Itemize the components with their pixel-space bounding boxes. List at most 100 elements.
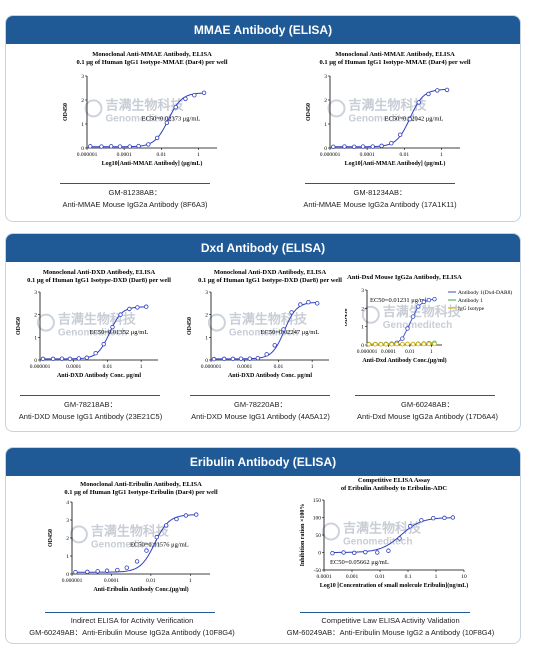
y-axis-label: OD450 bbox=[48, 529, 54, 547]
chart-subtitle: 0.1 μg of Human IgG1 Isotype-MMAE (Dar4)… bbox=[319, 59, 470, 66]
x-tick-label: 0.0001 bbox=[360, 152, 375, 158]
y-tick-label: 0 bbox=[205, 358, 208, 364]
caption-gm-60249ab-competitive: Competitive Law ELISA Activity Validatio… bbox=[268, 616, 513, 638]
x-axis-label: Log10[Anti-MMAE Antibody] (μg/mL) bbox=[345, 160, 446, 167]
x-axis-label: Log10 [Concentration of small molecule E… bbox=[320, 582, 469, 589]
y-axis-label: OD450 bbox=[345, 309, 349, 327]
ec50-annotation: EC50=0.01576 μg/mL bbox=[130, 542, 189, 549]
data-point bbox=[341, 550, 346, 555]
x-tick-label: 0.0001 bbox=[237, 364, 252, 370]
ec50-annotation: EC50=0.02247 μg/mL bbox=[261, 329, 320, 336]
y-tick-label: 2 bbox=[361, 306, 364, 312]
data-point bbox=[127, 306, 132, 312]
x-tick-label: 0.0001 bbox=[66, 364, 81, 370]
data-point bbox=[115, 567, 120, 573]
watermark-cn: 吉满生物科技 bbox=[106, 97, 185, 113]
watermark-cn: 吉满生物科技 bbox=[229, 312, 308, 328]
legend-label: Antibody 1(Dxd-DAR8) bbox=[458, 289, 512, 296]
data-point bbox=[421, 299, 426, 305]
x-tick-label: 0.000001 bbox=[62, 578, 83, 584]
data-point bbox=[366, 342, 372, 347]
x-tick-label: 0.01 bbox=[405, 349, 415, 355]
y-tick-label: 150 bbox=[313, 498, 322, 504]
x-tick-label: 0.0001 bbox=[117, 152, 132, 158]
data-point bbox=[110, 324, 115, 330]
caption-desc: Anti-MMAE Mouse IgG2a Antibody (17A1K11) bbox=[303, 200, 457, 209]
watermark-en: Genomeditech bbox=[229, 328, 298, 339]
ec50-annotation: EC50=0.05662 μg/mL bbox=[330, 559, 389, 566]
data-point bbox=[118, 312, 123, 317]
data-point bbox=[144, 548, 149, 553]
chart-subtitle: 0.1 μg of Human IgG1 Isotype-DXD (Dar8) … bbox=[27, 277, 171, 284]
data-point bbox=[194, 512, 199, 517]
y-tick-label: 3 bbox=[66, 518, 69, 524]
data-point bbox=[431, 516, 436, 521]
eribulin-panel: Eribulin Antibody (ELISA) bbox=[5, 447, 521, 644]
chart-title: Monoclonal Anti-Eribulin Antibody, ELISA bbox=[80, 481, 202, 488]
x-axis-label: Anti-Eribulin Antibody Conc.(μg/ml) bbox=[93, 586, 188, 593]
data-point bbox=[221, 356, 227, 362]
data-point bbox=[108, 144, 114, 149]
chart-eribulin-10f8g4: 吉满生物科技 Genomeditech Monoclonal Anti-Eribul… bbox=[40, 478, 225, 608]
ec50-annotation: EC50=0.01352 μg/mL bbox=[90, 329, 149, 336]
watermark-logo bbox=[322, 522, 340, 541]
data-point bbox=[432, 341, 437, 347]
data-point bbox=[370, 144, 375, 149]
y-tick-label: 0 bbox=[81, 146, 84, 152]
data-point bbox=[67, 356, 73, 362]
chart-title: Anti-Dxd Mouse IgG2a Antibody, ELISA bbox=[347, 274, 462, 281]
watermark-cn: 吉满生物科技 bbox=[91, 523, 170, 539]
data-point bbox=[306, 300, 311, 305]
data-point bbox=[363, 549, 368, 555]
data-point bbox=[444, 87, 450, 93]
watermark-en: Genomeditech bbox=[91, 539, 160, 550]
caption-code: GM-81238AB： bbox=[108, 188, 162, 197]
y-tick-label: 3 bbox=[361, 288, 364, 294]
data-point bbox=[352, 550, 357, 556]
x-axis-label: Anti-DXD Antibody Conc. μg/ml bbox=[57, 373, 141, 379]
y-tick-label: 1 bbox=[205, 335, 208, 341]
caption-rule bbox=[20, 395, 160, 396]
x-tick-label: 1 bbox=[440, 152, 443, 158]
chart-dxd-23e21c5: 吉满生物科技 Genomeditech Monoclonal Anti-DXD An… bbox=[14, 266, 174, 391]
data-point bbox=[59, 356, 65, 361]
data-point bbox=[255, 355, 261, 361]
x-tick-label: 0.0001 bbox=[316, 574, 331, 580]
ec50-annotation: EC50=0.02042 μg/mL bbox=[385, 116, 444, 123]
data-point bbox=[230, 356, 236, 362]
data-point bbox=[410, 341, 416, 347]
caption-rule bbox=[45, 612, 215, 613]
chart-subtitle: 0.1 μg of Human IgG1 Isotype-DXD (Dar8) … bbox=[198, 277, 342, 284]
data-point bbox=[146, 142, 151, 147]
data-point bbox=[183, 96, 188, 101]
watermark-en: Genomeditech bbox=[343, 537, 412, 548]
x-tick-label: 0.01 bbox=[146, 578, 156, 584]
caption-rule bbox=[355, 395, 495, 396]
chart-subtitle: 0.1 μg of Human IgG1 Isotype-MMAE (Dar4)… bbox=[76, 59, 227, 66]
data-point bbox=[410, 314, 416, 319]
x-tick-label: 1 bbox=[189, 578, 192, 584]
data-point bbox=[50, 356, 56, 362]
y-tick-label: 0 bbox=[66, 572, 69, 578]
caption-rule bbox=[190, 395, 330, 396]
x-tick-label: 1 bbox=[435, 574, 438, 580]
data-point bbox=[397, 536, 402, 541]
data-point bbox=[419, 518, 424, 523]
data-point bbox=[84, 355, 90, 360]
y-axis-label: OD450 bbox=[306, 103, 312, 121]
y-tick-label: 1 bbox=[81, 122, 84, 128]
y-axis-label: OD450 bbox=[63, 103, 69, 121]
data-point bbox=[432, 296, 437, 302]
watermark-en: Genomeditech bbox=[383, 320, 452, 331]
data-point bbox=[405, 341, 410, 347]
watermark-cn: 吉满生物科技 bbox=[349, 97, 428, 113]
y-tick-label: 50 bbox=[316, 533, 322, 539]
caption-method: Competitive Law ELISA Activity Validatio… bbox=[321, 616, 460, 625]
watermark-cn: 吉满生物科技 bbox=[58, 312, 137, 328]
caption-gm-60248ab: GM-60248AB： Anti-Dxd Mouse IgG2a Antibod… bbox=[345, 399, 510, 421]
data-point bbox=[201, 90, 207, 95]
x-tick-label: 0.01 bbox=[156, 152, 166, 158]
data-point bbox=[135, 305, 140, 310]
data-point bbox=[101, 341, 106, 347]
data-point bbox=[154, 135, 160, 141]
